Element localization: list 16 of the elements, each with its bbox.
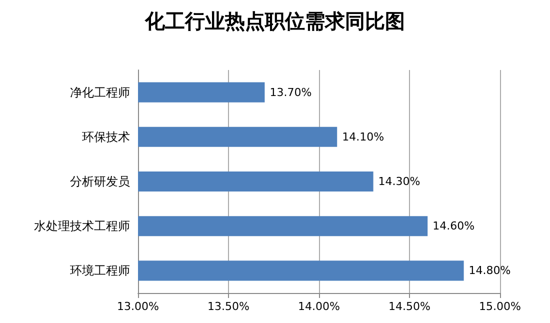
y-tick-label: 净化工程师 bbox=[70, 85, 130, 100]
data-label: 13.70% bbox=[270, 86, 312, 99]
x-tick-label: 13.50% bbox=[208, 300, 250, 313]
chart-title: 化工行业热点职位需求同比图 bbox=[144, 9, 405, 33]
x-tick-label: 14.50% bbox=[388, 300, 430, 313]
y-tick-label: 环境工程师 bbox=[70, 264, 130, 278]
x-tick-label: 13.00% bbox=[117, 300, 159, 313]
data-label: 14.10% bbox=[342, 130, 384, 144]
x-tick-label: 15.00% bbox=[479, 300, 521, 313]
y-tick-label: 分析研发员 bbox=[70, 174, 130, 188]
y-tick-label: 环保技术 bbox=[82, 130, 130, 144]
data-label: 14.30% bbox=[378, 175, 420, 188]
x-tick-label: 14.00% bbox=[298, 300, 340, 313]
y-tick-label: 水处理技术工程师 bbox=[34, 219, 130, 234]
data-label: 14.80% bbox=[468, 264, 511, 278]
data-label: 14.60% bbox=[432, 220, 475, 233]
